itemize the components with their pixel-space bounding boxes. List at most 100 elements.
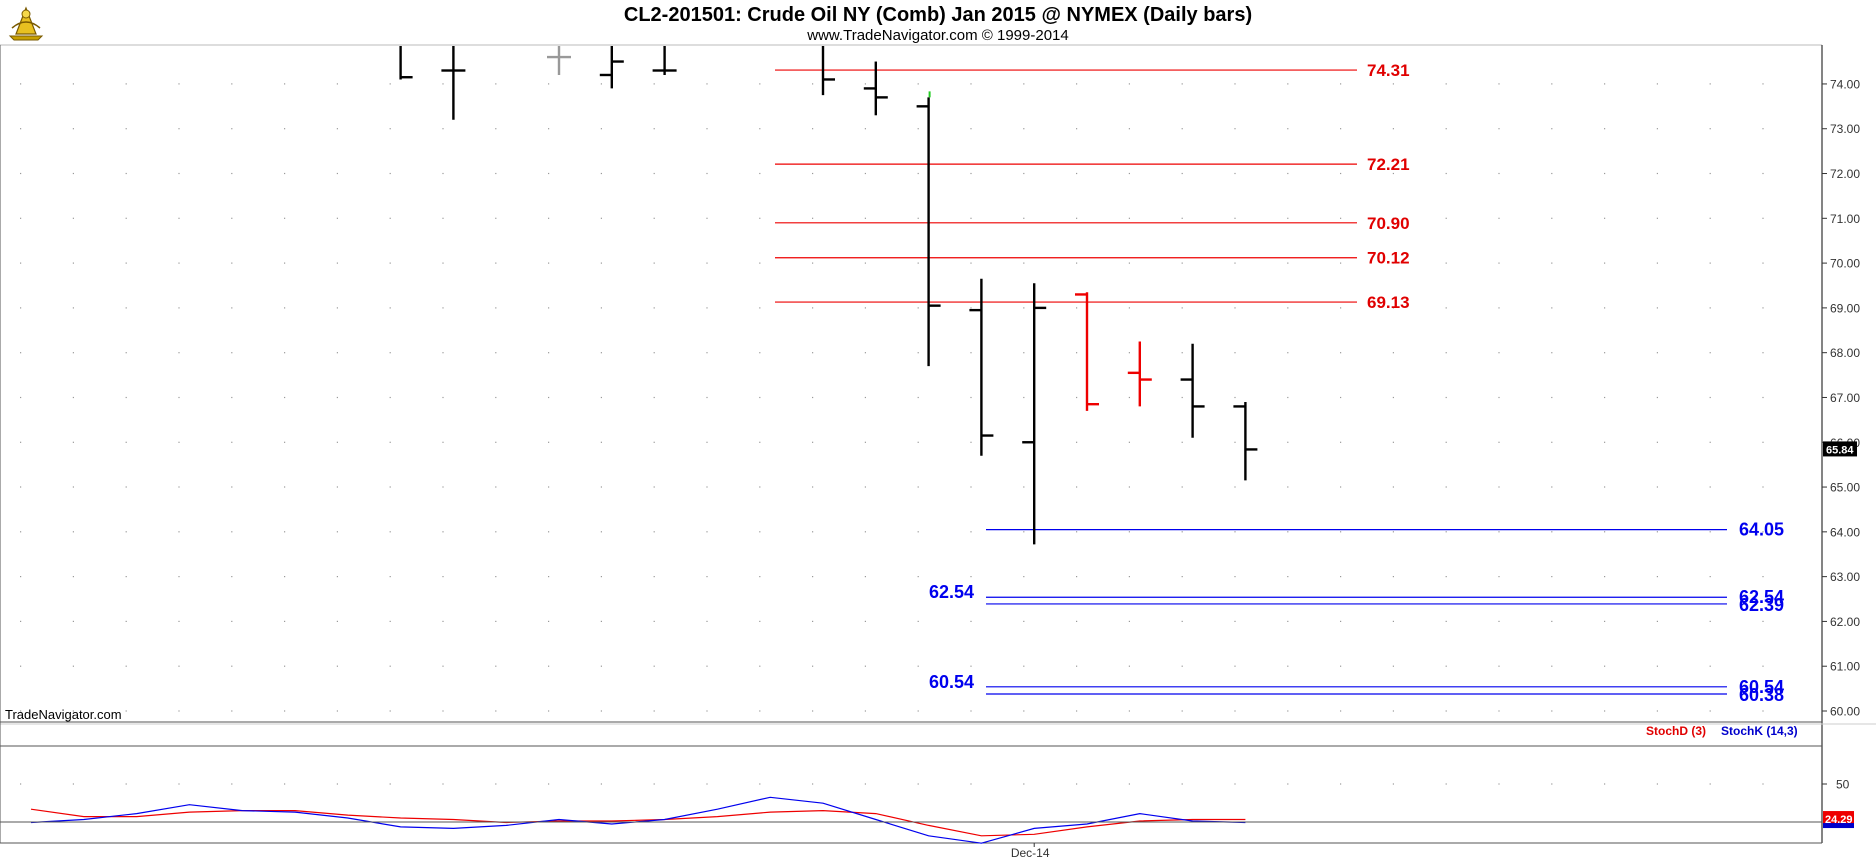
grid-dot <box>1023 576 1025 578</box>
grid-dot <box>812 531 814 533</box>
grid-dot <box>970 531 972 533</box>
grid-dot <box>1445 128 1447 130</box>
grid-dot <box>20 576 22 578</box>
grid-dot <box>970 217 972 219</box>
grid-dot <box>231 172 233 175</box>
grid-dot <box>653 352 655 354</box>
grid-dot <box>1551 576 1553 578</box>
grid-dot <box>917 83 919 85</box>
grid-dot <box>917 620 919 622</box>
grid-dot <box>1762 128 1764 130</box>
grid-dot <box>548 352 550 354</box>
grid-dot <box>284 441 286 443</box>
grid-dot <box>1709 217 1711 219</box>
grid-dot <box>1234 217 1236 219</box>
grid-dot <box>1762 441 1764 443</box>
grid-dot <box>1762 576 1764 578</box>
grid-dot <box>1340 441 1342 443</box>
grid-dot <box>1128 620 1130 622</box>
grid-dot <box>1340 665 1342 667</box>
grid-dot <box>1181 710 1183 712</box>
grid-dot <box>548 307 550 309</box>
grid-dot <box>231 620 233 622</box>
grid-dot <box>1023 710 1025 712</box>
grid-dot <box>1023 172 1025 175</box>
grid-dot <box>1340 396 1342 399</box>
grid-dot <box>389 710 391 712</box>
grid-dot <box>1656 576 1658 578</box>
grid-dot <box>1551 531 1553 533</box>
grid-dot <box>231 262 233 264</box>
grid-dot <box>1181 665 1183 667</box>
grid-dot <box>970 262 972 264</box>
grid-dot <box>1128 396 1130 399</box>
grid-dot <box>1709 486 1711 488</box>
grid-dot <box>1023 128 1025 130</box>
grid-dot <box>1287 620 1289 622</box>
grid-dot <box>812 352 814 354</box>
grid-dot <box>1287 307 1289 309</box>
grid-dot <box>706 128 708 130</box>
grid-dot <box>706 172 708 175</box>
grid-dot <box>1498 396 1500 399</box>
grid-dot <box>125 352 127 354</box>
grid-dot <box>1287 172 1289 175</box>
grid-dot <box>600 83 602 85</box>
grid-dot <box>759 665 761 667</box>
grid-dot <box>1656 262 1658 264</box>
grid-dot <box>389 307 391 309</box>
grid-dot <box>1604 172 1606 175</box>
grid-dot <box>1076 710 1078 712</box>
grid-dot <box>1340 307 1342 309</box>
grid-dot <box>864 262 866 264</box>
grid-dot <box>970 710 972 712</box>
grid-dot <box>548 783 550 785</box>
grid-dot <box>653 620 655 622</box>
grid-dot <box>336 441 338 443</box>
grid-dot <box>72 531 74 533</box>
grid-dot <box>1604 396 1606 399</box>
grid-dot <box>1656 217 1658 219</box>
grid-dot <box>1656 620 1658 622</box>
grid-dot <box>1287 783 1289 785</box>
grid-dot <box>125 665 127 667</box>
grid-dot <box>442 486 444 488</box>
grid-dot <box>1023 665 1025 667</box>
grid-dot <box>389 172 391 175</box>
grid-dot <box>178 128 180 130</box>
grid-dot <box>125 620 127 622</box>
grid-dot <box>178 262 180 264</box>
grid-dot <box>864 307 866 309</box>
grid-dot <box>1128 783 1130 785</box>
grid-dot <box>231 396 233 399</box>
grid-dot <box>442 396 444 399</box>
grid-dot <box>231 128 233 130</box>
grid-dot <box>600 665 602 667</box>
grid-dot <box>442 217 444 219</box>
grid-dot <box>20 262 22 264</box>
grid-dot <box>1128 441 1130 443</box>
grid-dot <box>1604 576 1606 578</box>
grid-dot <box>1287 531 1289 533</box>
stoch-value-tag-text: 24.29 <box>1825 814 1853 826</box>
grid-dot <box>442 620 444 622</box>
grid-dot <box>864 531 866 533</box>
grid-dot <box>1340 531 1342 533</box>
grid-dot <box>970 576 972 578</box>
grid-dot <box>1076 172 1078 175</box>
grid-dot <box>125 172 127 175</box>
grid-dot <box>1076 307 1078 309</box>
grid-dot <box>706 665 708 667</box>
grid-dot <box>1656 352 1658 354</box>
grid-dot <box>600 262 602 264</box>
grid-dot <box>1656 486 1658 488</box>
grid-dot <box>284 783 286 785</box>
grid-dot <box>759 217 761 219</box>
grid-dot <box>1181 83 1183 85</box>
grid-dot <box>917 665 919 667</box>
grid-dot <box>600 396 602 399</box>
grid-dot <box>1498 441 1500 443</box>
y-tick-label: 64.00 <box>1830 525 1860 539</box>
grid-dot <box>706 486 708 488</box>
grid-dot <box>1604 620 1606 622</box>
